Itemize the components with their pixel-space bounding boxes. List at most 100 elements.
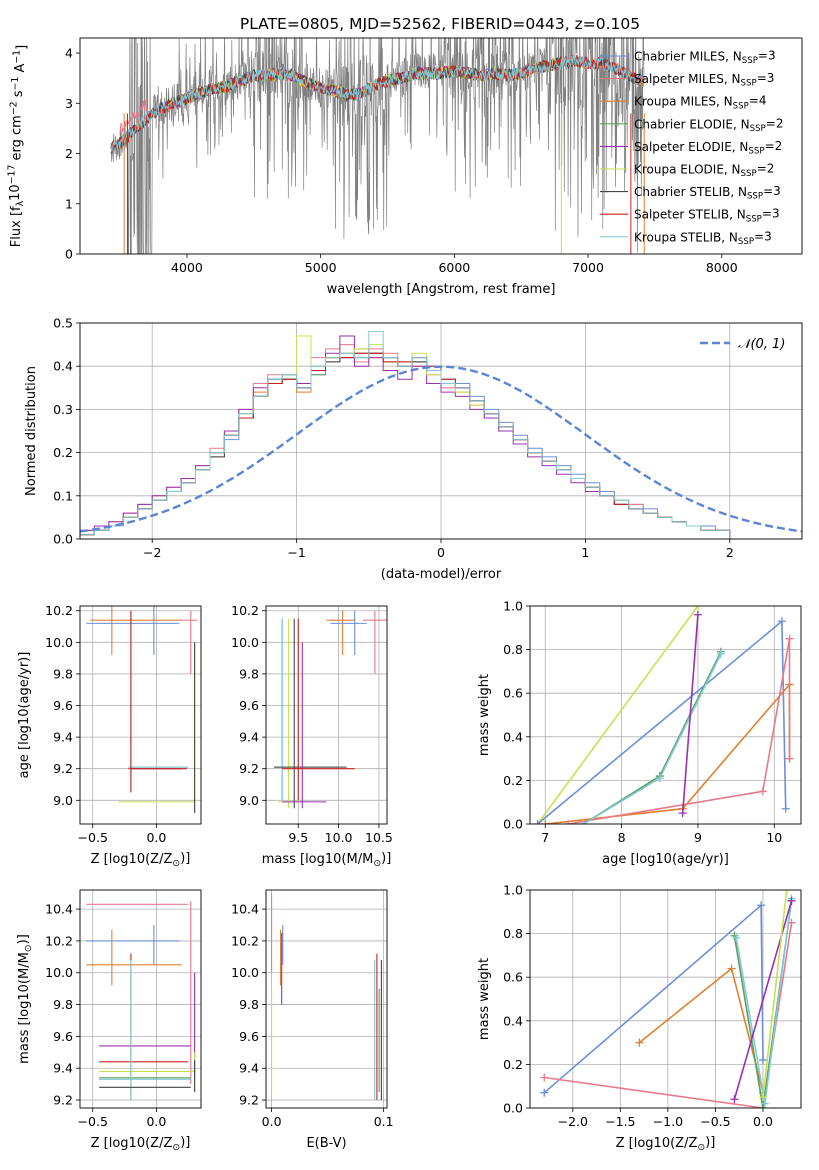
axes: 9.5 10.0 10.5 9.0 9.2 9.4 9.6 9.8 10.0 10.2 mass […	[231, 603, 393, 869]
age-vs-metallicity-panel: −0.5 0.0 9.0 9.2 9.4 9.6 9.8 10.0 10.2 Z [log10(Z…	[17, 603, 202, 869]
x-axis-label: mass [log10(M/M⊙​)]	[262, 851, 392, 869]
y-tick-label: 9.8	[53, 997, 73, 1012]
x-tick-label: 9.5	[288, 830, 308, 845]
x-tick-label: −0.5	[78, 830, 108, 845]
y-tick-label: 9.2	[53, 1093, 73, 1108]
weight-marker	[781, 804, 790, 813]
axes-frame	[529, 889, 802, 1109]
weight-marker	[541, 820, 550, 824]
x-tick-label: 8000	[706, 260, 738, 275]
y-tick-label: 0.1	[53, 488, 73, 503]
y-tick-label: 9.2	[239, 761, 259, 776]
axes: 4000 5000 6000 7000 8000 0 1 2 3 4 wavelength [Ang…	[7, 37, 803, 297]
weight-marker	[757, 901, 766, 910]
x-tick-label: 10.5	[365, 830, 393, 845]
weight-line-kroupa_elodie	[536, 606, 699, 824]
residuals-panel: −2 −1 0 1 2 0.0 0.1 0.2 0.3 0.4 0.5 (data-model)/er…	[24, 316, 803, 582]
x-axis-label: E(B-V)	[306, 1136, 346, 1151]
weight-marker	[635, 1038, 644, 1047]
axes-frame	[79, 322, 803, 540]
axes-frame	[265, 889, 388, 1109]
axes-frame	[79, 37, 803, 255]
x-tick-label: 5000	[305, 260, 337, 275]
x-tick-label: −1.5	[605, 1114, 635, 1129]
x-tick-label: 0.0	[262, 1114, 282, 1129]
x-axis-label: Z [log10(Z/Z⊙​)]	[616, 1135, 716, 1153]
grid-lines	[80, 322, 802, 540]
x-tick-label: −0.5	[700, 1114, 730, 1129]
y-tick-label: 9.2	[53, 761, 73, 776]
y-tick-label: 9.8	[239, 666, 259, 681]
axes: 0.0 0.1 9.2 9.4 9.6 9.8 10.0 10.2 10.4 E(B-V)	[231, 889, 394, 1151]
axes-frame	[265, 605, 388, 825]
y-tick-label: 10.0	[231, 635, 259, 650]
histogram-step-salpeter_miles	[80, 344, 731, 539]
y-tick-label: 9.8	[239, 997, 259, 1012]
y-tick-label: 0.8	[503, 926, 523, 941]
weight-line-kroupa_stelib	[582, 653, 722, 824]
legend-label: Chabrier ELODIE, NSSP​=2	[634, 116, 783, 134]
weight-marker	[787, 896, 796, 905]
histogram-step-kroupa_miles	[80, 348, 731, 539]
y-tick-label: 0.8	[503, 642, 523, 657]
legend-label: Chabrier STELIB, NSSP​=3	[634, 184, 781, 202]
axes: −0.5 0.0 9.0 9.2 9.4 9.6 9.8 10.0 10.2 Z [log10(Z…	[17, 603, 202, 869]
y-tick-label: 0.4	[503, 1013, 523, 1028]
y-tick-label: 0.5	[53, 316, 73, 331]
weight-marker	[579, 820, 588, 824]
weight-marker	[760, 1099, 769, 1108]
weight-marker	[540, 1073, 549, 1082]
legend-label: Salpeter MILES, NSSP​=3	[634, 71, 774, 89]
weight-line-salpeter_miles	[544, 922, 793, 1108]
plot-area	[110, 38, 645, 254]
axes-frame	[79, 605, 202, 825]
weight-marker	[693, 606, 702, 610]
legend-label: Chabrier MILES, NSSP​=3	[634, 48, 776, 66]
y-axis-label: mass [log10(M/M⊙​)]	[16, 934, 34, 1064]
plot-area	[274, 610, 387, 809]
y-tick-label: 9.6	[53, 698, 73, 713]
legend: 𝒩(0, 1)	[700, 337, 785, 352]
x-tick-label: −2.0	[558, 1114, 588, 1129]
plot-area	[86, 901, 196, 1101]
model-line-kroupa_stelib	[110, 54, 642, 153]
y-tick-label: 9.0	[53, 793, 73, 808]
axes: −2 −1 0 1 2 0.0 0.1 0.2 0.3 0.4 0.5 (data-model)/er…	[24, 316, 803, 582]
x-axis-label: Z [log10(Z/Z⊙​)]	[91, 851, 191, 869]
spectrum-panel: 4000 5000 6000 7000 8000 0 1 2 3 4 wavelength [Ang…	[7, 37, 803, 297]
mass-vs-ebv-panel: 0.0 0.1 9.2 9.4 9.6 9.8 10.0 10.2 10.4 E(B-V)	[231, 889, 394, 1151]
y-tick-label: 9.4	[53, 730, 73, 745]
weight-marker	[678, 809, 687, 818]
weight-marker	[758, 787, 767, 796]
y-tick-label: 10.2	[45, 933, 73, 948]
y-axis-label: mass weight	[477, 958, 492, 1040]
weight-marker	[758, 1104, 767, 1108]
weight-marker	[732, 933, 741, 942]
x-tick-label: 0	[437, 545, 445, 560]
y-tick-label: 0.4	[53, 359, 73, 374]
weight-line-kroupa_miles	[545, 682, 791, 824]
plot-area	[80, 331, 802, 539]
x-tick-label: 0.0	[146, 1114, 166, 1129]
weight-marker	[727, 964, 736, 973]
x-tick-label: 8	[618, 830, 626, 845]
x-tick-label: −1.0	[653, 1114, 683, 1129]
grid-lines	[80, 890, 201, 1108]
age-vs-mass-panel: 9.5 10.0 10.5 9.0 9.2 9.4 9.6 9.8 10.0 10.2 mass […	[231, 603, 393, 869]
weight-marker	[777, 617, 786, 626]
y-tick-label: 0.2	[503, 1057, 523, 1072]
y-tick-label: 10.4	[45, 902, 73, 917]
x-tick-label: 9	[694, 830, 702, 845]
histogram-step-kroupa_stelib	[80, 331, 731, 539]
y-tick-label: 9.8	[53, 666, 73, 681]
y-axis-label: mass weight	[477, 674, 492, 756]
spectrum-data-line	[110, 38, 645, 254]
histogram-step-chabrier_stelib	[80, 352, 731, 539]
x-tick-label: 7	[541, 830, 549, 845]
weight-marker	[782, 890, 791, 894]
weight-marker	[785, 754, 794, 763]
plot-area	[86, 606, 198, 813]
y-tick-label: 10.2	[45, 603, 73, 618]
legend-label: Kroupa MILES, NSSP​=4	[634, 94, 767, 112]
